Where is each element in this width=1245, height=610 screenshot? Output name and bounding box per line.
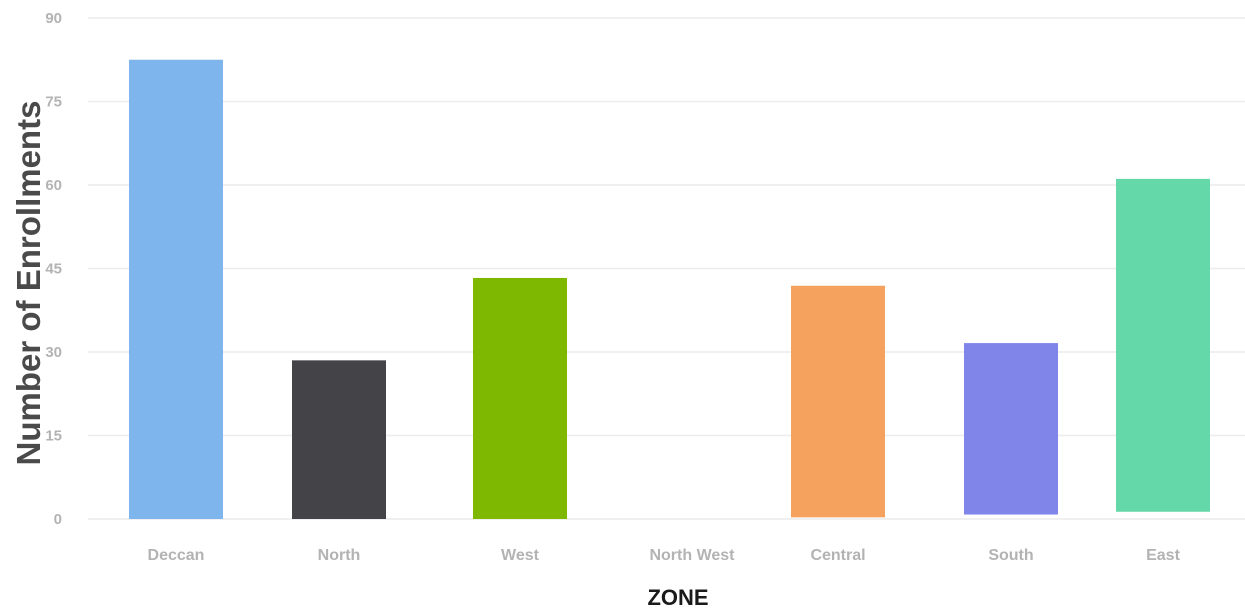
y-tick-label: 30 [45,344,62,361]
bar-east[interactable] [1116,178,1210,512]
y-tick-label: 75 [45,94,62,111]
x-tick-label: Central [810,547,865,564]
bar-north[interactable] [292,360,386,519]
bars [129,59,1210,519]
bar-central[interactable] [791,285,885,518]
y-axis-title: Number of Enrollments [10,101,47,466]
x-tick-label: West [501,547,540,564]
x-tick-label: East [1146,547,1180,564]
bar-deccan[interactable] [129,59,223,519]
y-axis-ticks: 0 15 30 45 60 75 90 [45,10,62,528]
y-tick-label: 90 [45,10,62,27]
y-tick-label: 60 [45,177,62,194]
x-tick-label: South [988,547,1033,564]
x-axis-title: ZONE [647,585,708,610]
bar-west[interactable] [473,277,567,519]
bar-south[interactable] [964,343,1058,515]
x-axis-ticks: Deccan North West North West Central South Eas… [148,547,1181,564]
x-tick-label: Deccan [148,547,205,564]
gridlines [88,17,1245,520]
y-tick-label: 15 [45,428,62,445]
x-tick-label: North West [649,547,735,564]
x-tick-label: North [318,547,361,564]
y-tick-label: 0 [54,511,62,528]
y-tick-label: 45 [45,261,62,278]
